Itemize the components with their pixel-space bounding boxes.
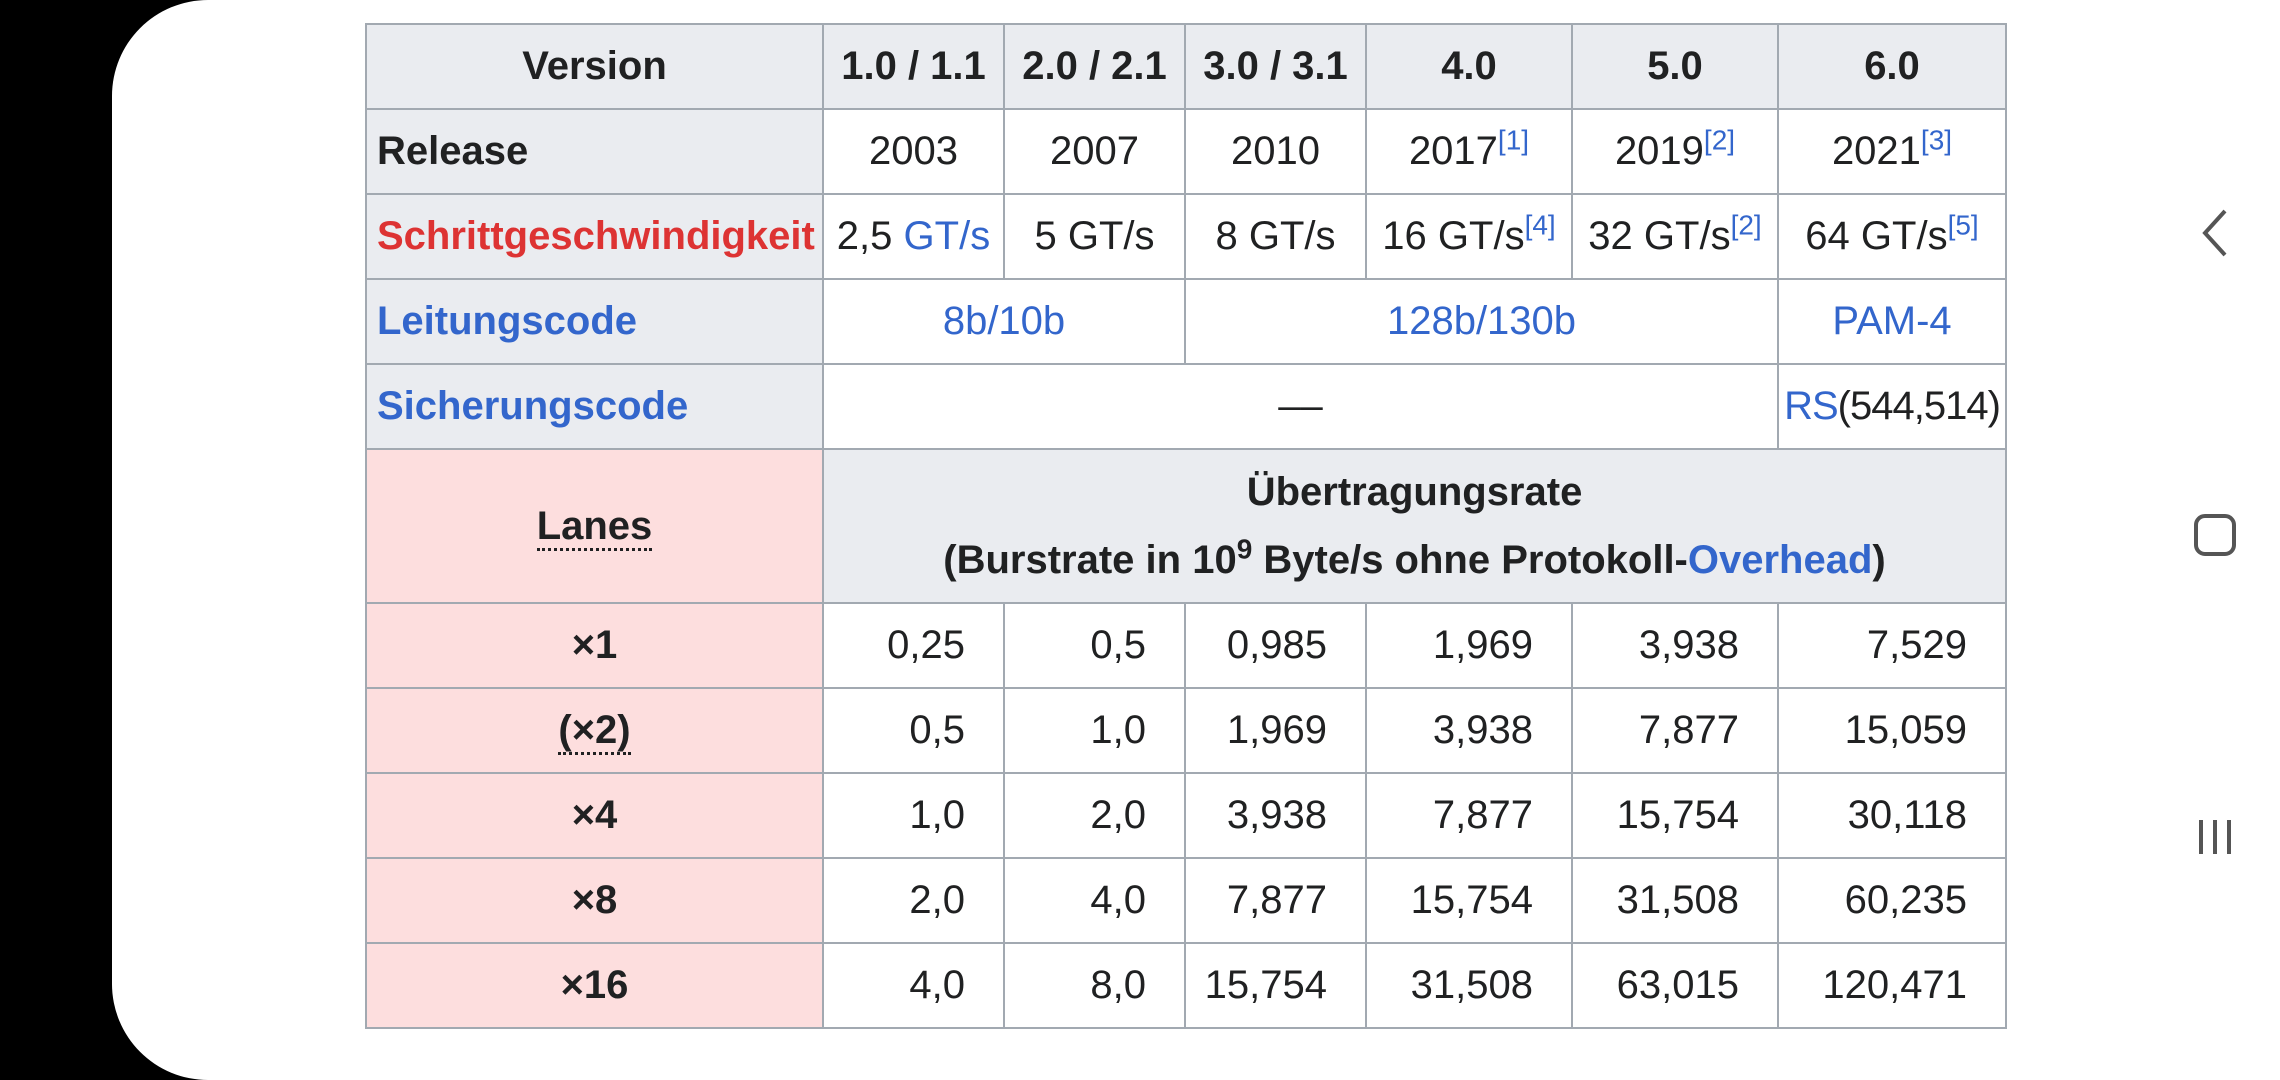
rate-cell: 31,508 — [1365, 942, 1573, 1029]
fec-label-link[interactable]: Sicherungscode — [365, 363, 824, 450]
home-square-icon — [2194, 514, 2236, 556]
reference-link[interactable]: [4] — [1524, 209, 1556, 241]
version-row: Version 1.0 / 1.1 2.0 / 2.1 3.0 / 3.1 4.… — [365, 23, 2007, 110]
version-header: 5.0 — [1571, 23, 1779, 110]
rate-cell: 0,985 — [1184, 602, 1367, 689]
lanes-cell: ×1 — [365, 602, 824, 689]
rate-cell: 15,754 — [1571, 772, 1779, 859]
reference-link[interactable]: [2] — [1730, 209, 1762, 241]
rate-cell: 4,0 — [822, 942, 1005, 1029]
recents-button[interactable] — [2150, 792, 2280, 882]
version-header: 3.0 / 3.1 — [1184, 23, 1367, 110]
table-row: ×8 2,0 4,0 7,877 15,754 31,508 60,235 — [365, 857, 2007, 944]
reference-link[interactable]: [2] — [1703, 124, 1736, 156]
rate-cell: 3,938 — [1365, 687, 1573, 774]
version-label: Version — [365, 23, 824, 110]
screen: Version 1.0 / 1.1 2.0 / 2.1 3.0 / 3.1 4.… — [112, 0, 2280, 1080]
rate-header: Übertragungsrate (Burstrate in 109 Byte/… — [822, 448, 2007, 604]
reference-link[interactable]: [5] — [1947, 209, 1979, 241]
speed-value: 5 GT/s — [1003, 193, 1186, 280]
rate-cell: 1,0 — [822, 772, 1005, 859]
line-code-link[interactable]: 8b/10b — [822, 278, 1186, 365]
rate-cell: 1,969 — [1365, 602, 1573, 689]
rs-link[interactable]: RS — [1784, 384, 1839, 428]
rate-cell: 7,877 — [1184, 857, 1367, 944]
release-label: Release — [365, 108, 824, 195]
release-year: 2017[1] — [1365, 108, 1573, 195]
back-button[interactable] — [2150, 188, 2280, 278]
line-code-link[interactable]: PAM-4 — [1777, 278, 2007, 365]
lanes-cell: ×8 — [365, 857, 824, 944]
rate-cell: 1,969 — [1184, 687, 1367, 774]
rate-cell: 2,0 — [822, 857, 1005, 944]
fec-row: Sicherungscode –– RS(544,514) — [365, 363, 2007, 450]
rate-cell: 15,059 — [1777, 687, 2007, 774]
rate-subtitle: (Burstrate in 109 Byte/s ohne Protokoll-… — [943, 533, 1886, 582]
rate-cell: 7,877 — [1571, 687, 1779, 774]
chevron-left-icon — [2202, 209, 2227, 257]
version-header: 1.0 / 1.1 — [822, 23, 1005, 110]
recents-icon — [2199, 820, 2231, 854]
fec-value: RS(544,514) — [1777, 363, 2007, 450]
table-row: ×16 4,0 8,0 15,754 31,508 63,015 120,471 — [365, 942, 2007, 1029]
rate-cell: 4,0 — [1003, 857, 1186, 944]
speed-row: Schrittgeschwindigkeit 2,5 GT/s 5 GT/s 8… — [365, 193, 2007, 280]
release-year: 2019[2] — [1571, 108, 1779, 195]
release-year: 2010 — [1184, 108, 1367, 195]
lanes-cell: ×16 — [365, 942, 824, 1029]
version-header: 4.0 — [1365, 23, 1573, 110]
reference-link[interactable]: [1] — [1497, 124, 1530, 156]
rate-cell: 8,0 — [1003, 942, 1186, 1029]
overhead-link[interactable]: Overhead — [1687, 538, 1873, 582]
speed-value: 16 GT/s[4] — [1365, 193, 1573, 280]
fec-none: –– — [822, 363, 1779, 450]
rate-cell: 63,015 — [1571, 942, 1779, 1029]
table-row: ×4 1,0 2,0 3,938 7,877 15,754 30,118 — [365, 772, 2007, 859]
rate-cell: 30,118 — [1777, 772, 2007, 859]
rate-cell: 7,877 — [1365, 772, 1573, 859]
line-code-link[interactable]: 128b/130b — [1184, 278, 1779, 365]
lanes-label: Lanes — [365, 448, 824, 604]
release-year: 2007 — [1003, 108, 1186, 195]
rate-cell: 0,5 — [822, 687, 1005, 774]
speed-value: 8 GT/s — [1184, 193, 1367, 280]
speed-value: 32 GT/s[2] — [1571, 193, 1779, 280]
gt-per-s-link[interactable]: GT/s — [903, 214, 991, 258]
version-header: 6.0 — [1777, 23, 2007, 110]
rate-title: Übertragungsrate — [1246, 470, 1583, 514]
pcie-table: Version 1.0 / 1.1 2.0 / 2.1 3.0 / 3.1 4.… — [365, 23, 2007, 1029]
table-row: ×1 0,25 0,5 0,985 1,969 3,938 7,529 — [365, 602, 2007, 689]
table-row: (×2) 0,5 1,0 1,969 3,938 7,877 15,059 — [365, 687, 2007, 774]
line-code-row: Leitungscode 8b/10b 128b/130b PAM-4 — [365, 278, 2007, 365]
rate-cell: 1,0 — [1003, 687, 1186, 774]
rate-cell: 3,938 — [1571, 602, 1779, 689]
release-year: 2003 — [822, 108, 1005, 195]
speed-value: 64 GT/s[5] — [1777, 193, 2007, 280]
rate-cell: 60,235 — [1777, 857, 2007, 944]
speed-value: 2,5 GT/s — [822, 193, 1005, 280]
speed-label-link[interactable]: Schrittgeschwindigkeit — [365, 193, 824, 280]
lanes-cell: ×4 — [365, 772, 824, 859]
version-header: 2.0 / 2.1 — [1003, 23, 1186, 110]
release-year: 2021[3] — [1777, 108, 2007, 195]
rate-cell: 0,5 — [1003, 602, 1186, 689]
navigation-bar — [2150, 0, 2280, 1080]
rate-cell: 31,508 — [1571, 857, 1779, 944]
rate-cell: 2,0 — [1003, 772, 1186, 859]
rate-cell: 120,471 — [1777, 942, 2007, 1029]
rate-header-row: Lanes Übertragungsrate (Burstrate in 109… — [365, 448, 2007, 604]
lanes-cell: (×2) — [365, 687, 824, 774]
rate-cell: 0,25 — [822, 602, 1005, 689]
reference-link[interactable]: [3] — [1920, 124, 1953, 156]
home-button[interactable] — [2150, 490, 2280, 580]
rate-cell: 7,529 — [1777, 602, 2007, 689]
release-row: Release 2003 2007 2010 2017[1] 2019[2] 2… — [365, 108, 2007, 195]
line-code-label-link[interactable]: Leitungscode — [365, 278, 824, 365]
rate-cell: 15,754 — [1184, 942, 1367, 1029]
rate-cell: 3,938 — [1184, 772, 1367, 859]
rate-cell: 15,754 — [1365, 857, 1573, 944]
